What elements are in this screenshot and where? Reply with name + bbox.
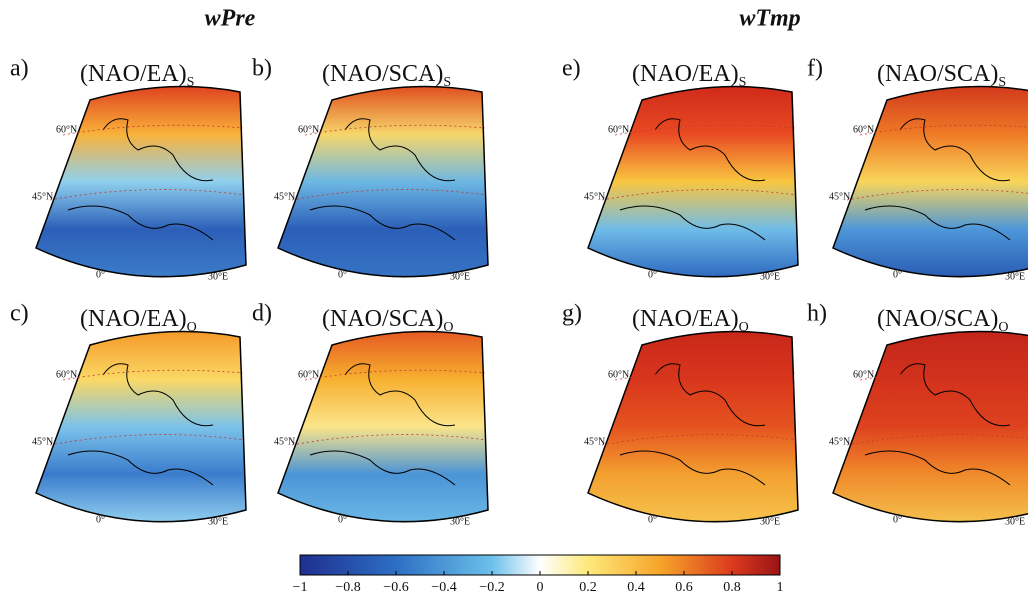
map [278,87,488,277]
lat-label: 45°N [32,191,53,202]
label: (NAO/EA) [632,61,739,87]
lon-label: 0° [96,269,105,280]
lon-label: 30°E [1005,271,1025,282]
label: (NAO/SCA) [322,306,443,332]
lat-label: 45°N [829,191,850,202]
panel-letter: a) [10,56,29,82]
panel-label: (NAO/SCA)O [877,306,1008,336]
panel-letter: h) [807,301,827,327]
label: (NAO/EA) [80,306,187,332]
colorbar-tick-label: −0.6 [383,580,408,595]
map [588,332,798,522]
colorbar-tick-label: 1 [777,580,784,595]
colorbar-tick-label: −1 [293,580,308,595]
panel-letter: d) [252,301,272,327]
panel-letter: f) [807,56,823,82]
panel-label: (NAO/EA)S [632,61,746,91]
lon-label: 30°E [450,271,470,282]
panel-label: (NAO/EA)S [80,61,194,91]
lon-label: 0° [648,514,657,525]
map [588,87,798,277]
colorbar-tick-label: −0.2 [479,580,504,595]
panel-label: (NAO/EA)O [80,306,197,336]
map [833,332,1028,522]
panel-letter: c) [10,301,29,327]
lon-label: 0° [893,514,902,525]
lon-label: 30°E [208,516,228,527]
panel-label: (NAO/SCA)O [322,306,453,336]
lon-label: 30°E [760,516,780,527]
lat-label: 60°N [608,369,629,380]
label: (NAO/EA) [80,61,187,87]
lat-label: 60°N [853,369,874,380]
lon-label: 30°E [1005,516,1025,527]
column-title: wTmp [739,6,800,32]
map [36,87,246,277]
lat-label: 45°N [584,191,605,202]
lon-label: 30°E [760,271,780,282]
lon-label: 30°E [208,271,228,282]
colorbar-tick-label: 0.6 [675,580,693,595]
lon-label: 30°E [450,516,470,527]
lat-label: 45°N [32,436,53,447]
panel-label: (NAO/EA)O [632,306,749,336]
lat-label: 45°N [274,436,295,447]
lat-label: 60°N [608,124,629,135]
lat-label: 60°N [56,124,77,135]
map [278,332,488,522]
figure: wPre wTmp a) (NAO/EA)S 60°N 45°N 0° 30°E b) (NAO/… [0,0,1028,599]
lat-label: 45°N [829,436,850,447]
colorbar-tick-label: 0 [537,580,544,595]
lat-label: 60°N [853,124,874,135]
panel-letter: g) [562,301,582,327]
lon-label: 0° [648,269,657,280]
map [36,332,246,522]
lon-label: 0° [893,269,902,280]
lat-label: 60°N [298,369,319,380]
colorbar-tick-label: 0.4 [627,580,645,595]
label: (NAO/SCA) [877,61,998,87]
lon-label: 0° [338,514,347,525]
colorbar-tick-label: −0.8 [335,580,360,595]
label: (NAO/SCA) [877,306,998,332]
lon-label: 0° [96,514,105,525]
lon-label: 0° [338,269,347,280]
panel-label: (NAO/SCA)S [877,61,1006,91]
colorbar-tick-label: −0.4 [431,580,456,595]
panel-label: (NAO/SCA)S [322,61,451,91]
label: (NAO/SCA) [322,61,443,87]
map [833,87,1028,277]
panel-letter: e) [562,56,581,82]
lat-label: 45°N [274,191,295,202]
label: (NAO/EA) [632,306,739,332]
column-title: wPre [205,6,256,32]
lat-label: 60°N [298,124,319,135]
colorbar-tick-label: 0.8 [723,580,741,595]
panel-letter: b) [252,56,272,82]
colorbar-tick-label: 0.2 [579,580,597,595]
lat-label: 45°N [584,436,605,447]
lat-label: 60°N [56,369,77,380]
